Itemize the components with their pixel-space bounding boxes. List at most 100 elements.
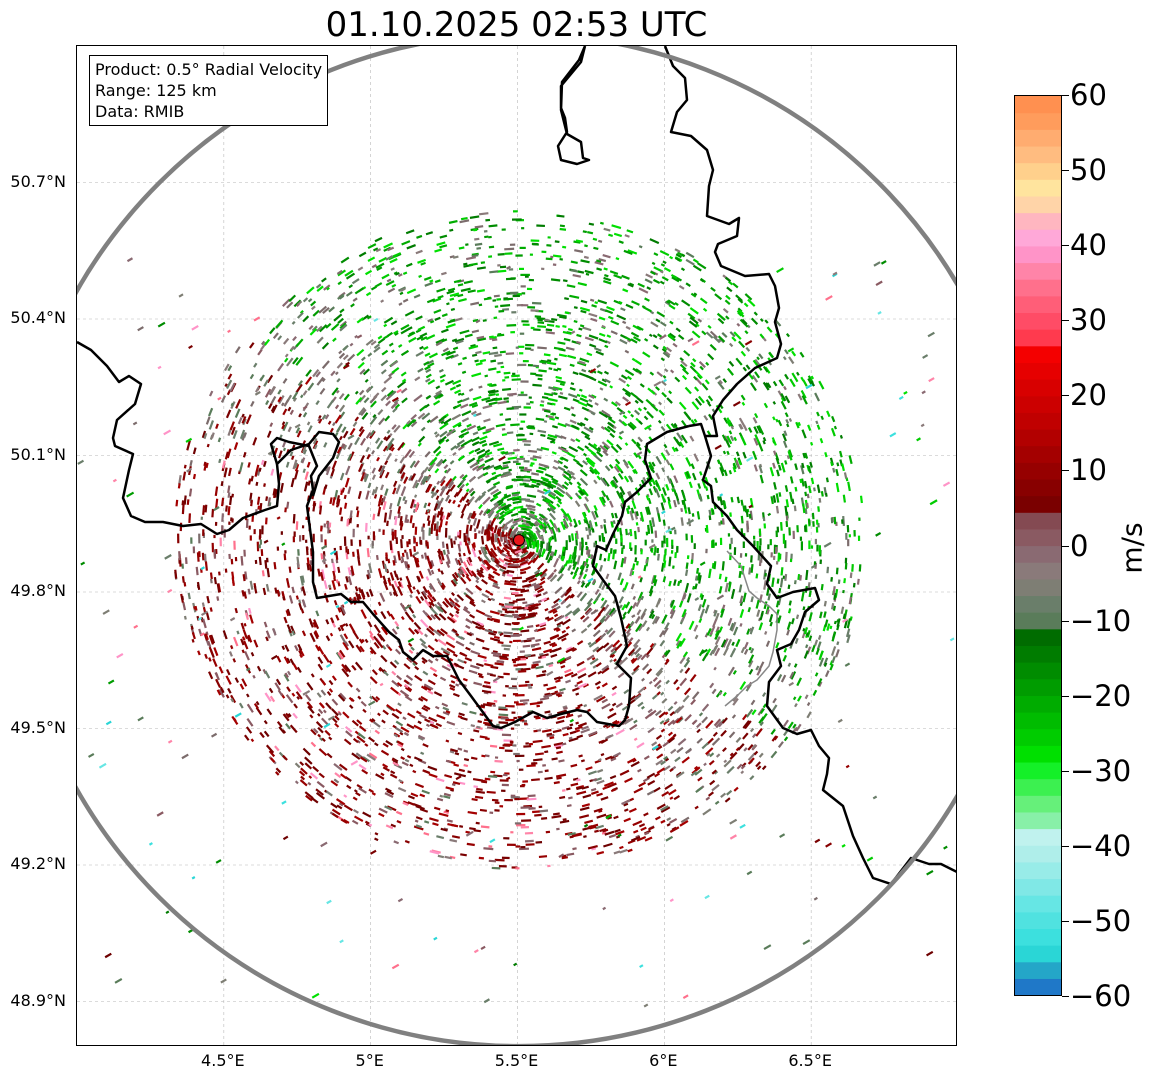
velocity-gate: [552, 812, 560, 816]
velocity-gate: [694, 397, 703, 406]
velocity-gate: [502, 464, 509, 468]
velocity-gate: [719, 496, 724, 506]
velocity-gate: [527, 449, 538, 453]
velocity-gate: [511, 622, 520, 625]
velocity-gate: [799, 351, 805, 358]
velocity-gate: [747, 752, 756, 761]
velocity-gate: [537, 325, 547, 329]
velocity-gate: [293, 397, 298, 402]
velocity-gate: [518, 670, 527, 673]
velocity-gate: [425, 373, 432, 379]
velocity-gate: [312, 765, 320, 773]
velocity-gate: [705, 361, 710, 366]
velocity-gate: [729, 752, 734, 757]
velocity-gate: [186, 440, 191, 451]
velocity-gate: [454, 602, 461, 608]
velocity-gate: [352, 809, 359, 814]
velocity-gate: [556, 624, 562, 628]
velocity-gate: [286, 657, 291, 664]
velocity-gate: [519, 267, 524, 270]
velocity-gate: [591, 578, 597, 585]
velocity-gate: [474, 359, 479, 363]
velocity-gate: [296, 303, 300, 307]
velocity-gate: [660, 760, 666, 766]
velocity-gate: [474, 242, 483, 246]
velocity-gate: [511, 491, 521, 495]
velocity-gate: [340, 818, 348, 824]
velocity-gate: [649, 371, 655, 376]
velocity-gate: [548, 367, 553, 370]
velocity-gate: [519, 650, 525, 653]
velocity-gate: [541, 728, 552, 733]
velocity-gate: [439, 676, 447, 682]
velocity-gate: [780, 674, 787, 683]
radar-map[interactable]: [77, 46, 957, 1046]
velocity-gate: [516, 598, 526, 602]
velocity-gate: [630, 413, 635, 418]
velocity-gate: [483, 230, 488, 233]
velocity-gate: [523, 443, 531, 447]
velocity-gate: [536, 627, 546, 633]
velocity-gate: [471, 465, 480, 471]
velocity-gate: [455, 339, 464, 345]
velocity-gate: [764, 319, 769, 324]
velocity-gate: [422, 345, 429, 351]
velocity-gate: [520, 588, 526, 592]
velocity-gate: [386, 520, 389, 527]
velocity-gate: [724, 582, 729, 593]
velocity-gate: [425, 540, 428, 547]
velocity-gate: [496, 269, 507, 273]
velocity-gate: [414, 482, 420, 489]
velocity-gate: [341, 668, 350, 678]
velocity-gate: [568, 736, 573, 740]
velocity-gate: [586, 457, 596, 466]
velocity-gate: [449, 484, 456, 492]
velocity-gate: [458, 569, 463, 576]
velocity-gate: [517, 655, 526, 659]
velocity-gate: [478, 503, 483, 510]
velocity-gate: [748, 668, 754, 675]
velocity-gate: [679, 677, 688, 687]
velocity-gate: [445, 561, 451, 568]
velocity-gate: [286, 686, 291, 692]
velocity-gate: [685, 457, 692, 467]
velocity-gate: [485, 589, 491, 594]
map-panel[interactable]: [76, 45, 957, 1046]
velocity-gate: [667, 737, 675, 744]
velocity-gate: [605, 494, 610, 501]
velocity-gate: [206, 443, 210, 448]
velocity-gate: [474, 237, 480, 241]
velocity-gate: [724, 797, 731, 803]
velocity-gate: [738, 340, 746, 349]
velocity-gate: [509, 243, 516, 246]
velocity-gate: [219, 686, 225, 694]
velocity-gate: [543, 353, 551, 357]
velocity-gate: [611, 702, 617, 707]
velocity-gate: [621, 615, 626, 620]
velocity-gate: [466, 842, 475, 847]
velocity-gate: [814, 538, 817, 545]
velocity-gate: [793, 580, 797, 585]
velocity-gate: [496, 298, 502, 301]
velocity-gate: [447, 499, 452, 504]
velocity-gate: [705, 719, 714, 729]
velocity-gate: [482, 496, 491, 505]
velocity-gate: [318, 418, 323, 424]
velocity-gate: [763, 580, 767, 590]
velocity-gate: [514, 822, 522, 825]
velocity-gate: [234, 408, 241, 418]
velocity-gate: [536, 448, 543, 452]
velocity-gate: [577, 485, 585, 493]
velocity-gate: [355, 791, 361, 797]
velocity-gate: [504, 526, 509, 531]
velocity-gate: [269, 327, 276, 335]
velocity-gate: [337, 651, 344, 660]
velocity-gate: [519, 613, 527, 617]
velocity-gate: [580, 582, 586, 588]
velocity-gate: [534, 315, 542, 318]
velocity-gate: [691, 330, 701, 339]
velocity-gate: [450, 353, 459, 359]
velocity-gate: [470, 344, 476, 348]
velocity-gate: [570, 672, 578, 678]
velocity-gate: [586, 580, 592, 587]
